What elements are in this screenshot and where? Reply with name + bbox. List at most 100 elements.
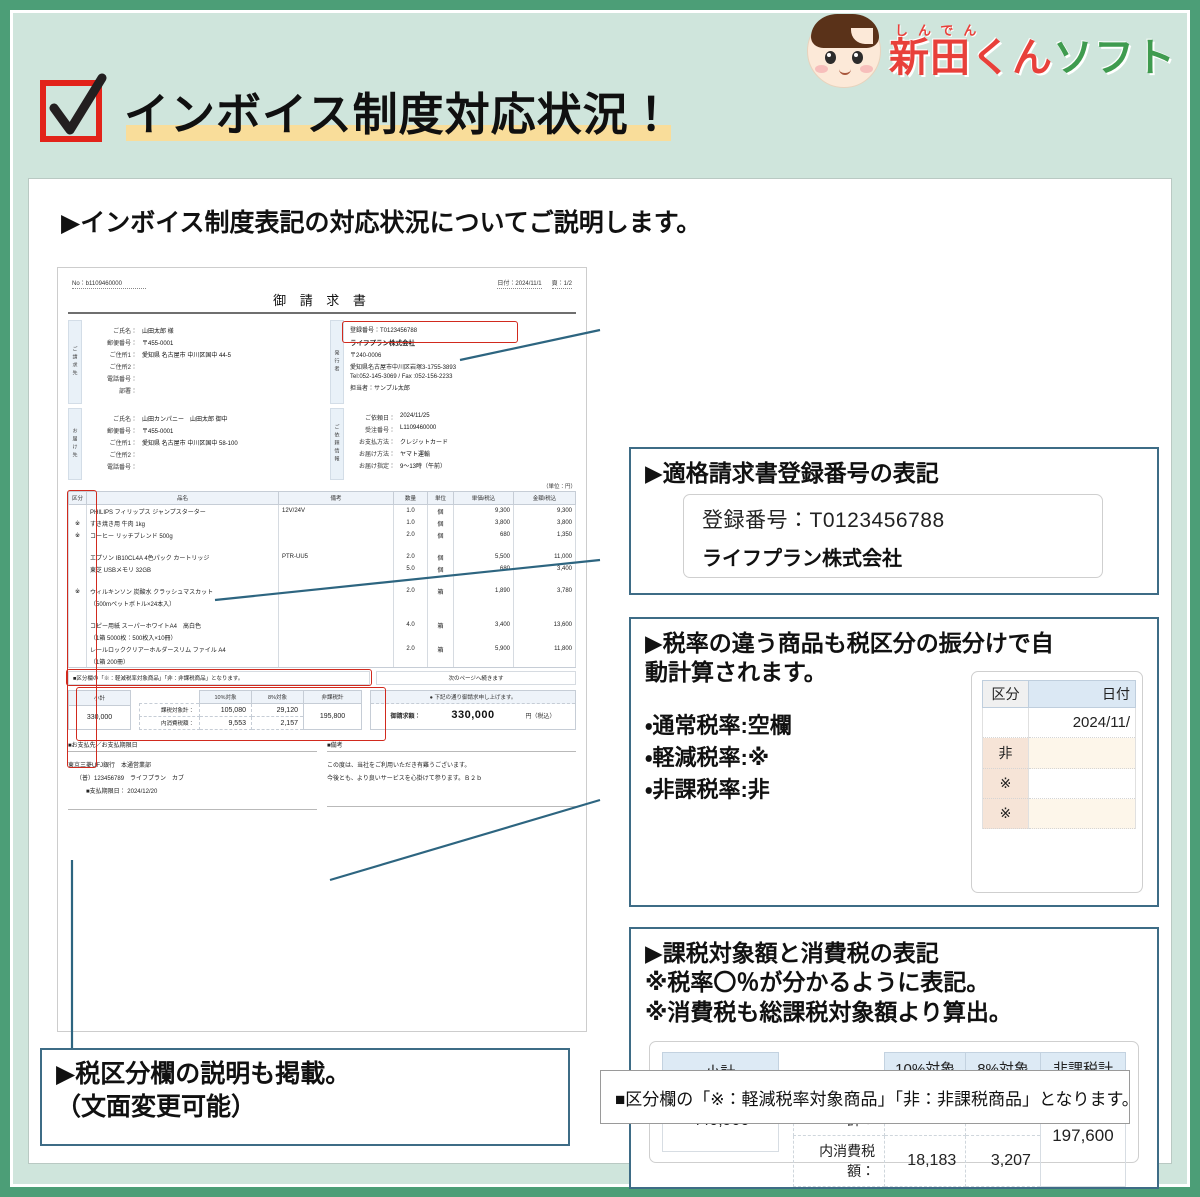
- item-amount: 11,000: [513, 551, 576, 563]
- table-row: （1箱 5000枚：500枚入×10冊）: [68, 631, 576, 643]
- table-row: ※ コーヒー リッチブレンド 500g 2.0 個 680 1,350: [68, 529, 576, 541]
- panel2-kubun-card: 区分 日付 2024/11/ 非 ※: [971, 671, 1143, 893]
- table-row: エプソン IB10CL4A 4色パック カートリッジ PTR-UU5 2.0 個 5,5…: [68, 551, 576, 563]
- invoice-divider: [68, 312, 576, 314]
- invoice-subtotal-table: 小計 330,000: [68, 690, 131, 730]
- item-name: [86, 609, 279, 619]
- item-kubun: ※: [68, 529, 87, 541]
- items-th-memo: 備考: [278, 491, 394, 505]
- kubun-cell-date: [1028, 737, 1136, 769]
- item-memo: [278, 585, 394, 597]
- panel3-title-line2: ※税率〇％が分かるように表記。: [645, 969, 990, 996]
- item-name: （500mペットボトル×24本入）: [86, 597, 279, 609]
- item-unit: [427, 575, 454, 585]
- item-qty: [393, 655, 428, 668]
- item-memo: [278, 609, 394, 619]
- kubun-th-kubun: 区分: [982, 680, 1029, 708]
- item-name: [86, 575, 279, 585]
- invoice-number: No：b1109460000: [72, 278, 146, 289]
- item-memo: [278, 517, 394, 529]
- panel3-included-label: 内消費税額：: [792, 1135, 886, 1188]
- remarks-head: ■備考: [327, 740, 576, 752]
- billto-value: 山田太郎 様: [142, 329, 174, 335]
- items-th-price: 単価/税込: [453, 491, 514, 505]
- item-kubun: ※: [68, 517, 87, 529]
- item-unit: [427, 655, 454, 668]
- item-memo: 12V/24V: [278, 504, 394, 517]
- subtotal-label: 小計: [68, 690, 131, 706]
- kubun-row: 2024/11/: [982, 707, 1136, 738]
- item-unit: 個: [427, 551, 454, 563]
- items-th-amount: 金額/税込: [513, 491, 576, 505]
- remarks-footer-rule: [327, 806, 576, 807]
- item-amount: 3,800: [513, 517, 576, 529]
- order-key: ご依頼日：: [364, 416, 395, 422]
- item-amount: 3,780: [513, 585, 576, 597]
- item-unit: 箱: [427, 643, 454, 655]
- panel3-tax-head-row: 10%対象 8%対象 非課税計: [793, 1052, 1127, 1086]
- tax-head-row: 10%対象 8%対象 非課税計: [140, 690, 362, 704]
- item-price: 5,900: [453, 643, 514, 655]
- panel5-note-text: ■区分欄の「※：軽減税率対象商品」「非：非課税商品」となります。: [615, 1089, 1139, 1109]
- item-price: 3,400: [453, 619, 514, 631]
- panel1-company: ライフプラン株式会社: [702, 548, 902, 571]
- item-price: 680: [453, 563, 514, 575]
- mascot-face-icon: [807, 14, 881, 88]
- brand-kana: くん: [971, 35, 1053, 80]
- invoice-number-value: b1109460000: [85, 281, 122, 287]
- shipto-line: ご住所1： 愛知県 名古屋市 中川区国中 58-100: [92, 438, 330, 447]
- items-th-kubun: 区分: [68, 491, 87, 505]
- items-header-row: 区分 品名 備考 数量 単位 単価/税込 金額/税込: [68, 491, 576, 505]
- payment-due: ■支払期限日： 2024/12/20: [86, 789, 158, 795]
- item-qty: 2.0: [393, 529, 428, 541]
- item-kubun: [68, 551, 87, 563]
- item-name: コピー用紙 スーパーホワイトA4 高白色: [86, 619, 279, 631]
- order-value: 9～13時（午前）: [400, 464, 447, 470]
- panel3-included-row: 内消費税額： 18,183 3,207: [792, 1135, 1125, 1188]
- invoice-title: 御 請 求 書: [273, 293, 371, 308]
- billing-head: ● 下記の通り御請求申し上げます。: [371, 691, 575, 704]
- tax-taxable-label: 課税対象計：: [139, 703, 200, 717]
- item-unit: [427, 597, 454, 609]
- subtotal-value: 330,000: [68, 705, 131, 730]
- order-key: お支払方法：: [358, 440, 395, 446]
- panel2-title-line1: ▶税率の違う商品も税区分の振分けで自: [645, 630, 1054, 656]
- panel2-title-line2: 動計算されます。: [645, 659, 827, 686]
- table-row: （1箱 200冊）: [68, 655, 576, 668]
- shipto-tab: お届け先: [68, 408, 82, 480]
- billto-body: ご氏名： 山田太郎 様 郵便番号： 〒455-0001 ご住所1： 愛知県 名古屋市 …: [82, 320, 330, 404]
- billto-line: 電話番号：: [92, 374, 330, 383]
- item-amount: 3,400: [513, 563, 576, 575]
- invoice-tax-table: 10%対象 8%対象 非課税計 課税対象計： 105,080 29,120 19…: [139, 690, 362, 730]
- invoice-header: No：b1109460000 日付：2024/11/1 頁：1/2 御 請 求 …: [58, 268, 586, 312]
- mascot-blush-right: [860, 65, 873, 73]
- item-kubun: [68, 643, 87, 655]
- item-price: [453, 631, 514, 643]
- item-qty: 2.0: [393, 551, 428, 563]
- item-unit: [427, 609, 454, 619]
- item-name: コーヒー リッチブレンド 500g: [86, 529, 279, 541]
- panel-taxable-amount: ▶課税対象額と消費税の表記 ※税率〇％が分かるように表記。 ※消費税も総課税対象…: [629, 927, 1159, 1189]
- billto-key: 部署：: [118, 389, 137, 395]
- mascot-hair: [811, 14, 879, 48]
- kubun-cell-date: 2024/11/: [1028, 707, 1136, 738]
- item-name: （1箱 200冊）: [86, 655, 279, 668]
- invoice-page-value: 1/2: [563, 281, 572, 287]
- item-unit: [427, 541, 454, 551]
- item-unit: 箱: [427, 619, 454, 631]
- item-memo: [278, 655, 394, 668]
- item-price: [453, 655, 514, 668]
- item-memo: [278, 619, 394, 631]
- order-line: ご依頼日： 2024/11/25: [350, 413, 576, 422]
- shipto-key: ご住所2：: [109, 453, 137, 459]
- invoice-party-row-1: ご請求先 ご氏名： 山田太郎 様 郵便番号： 〒455-0001 ご住所1： 愛知県 …: [68, 320, 576, 404]
- billto-key: 郵便番号：: [106, 341, 137, 347]
- invoice-page: 頁：1/2: [551, 278, 572, 289]
- panel2-bullet-normal: ・通常税率:空欄: [645, 712, 792, 738]
- panel2-bullet-exempt: ・非課税率:非: [645, 776, 770, 802]
- shipto-body: ご氏名： 山田カンパニー 山田太郎 御中 郵便番号： 〒455-0001 ご住所1：…: [82, 408, 330, 480]
- tax-col-8: 8%対象: [251, 690, 304, 704]
- item-qty: 2.0: [393, 585, 428, 597]
- item-price: [453, 541, 514, 551]
- item-memo: [278, 541, 394, 551]
